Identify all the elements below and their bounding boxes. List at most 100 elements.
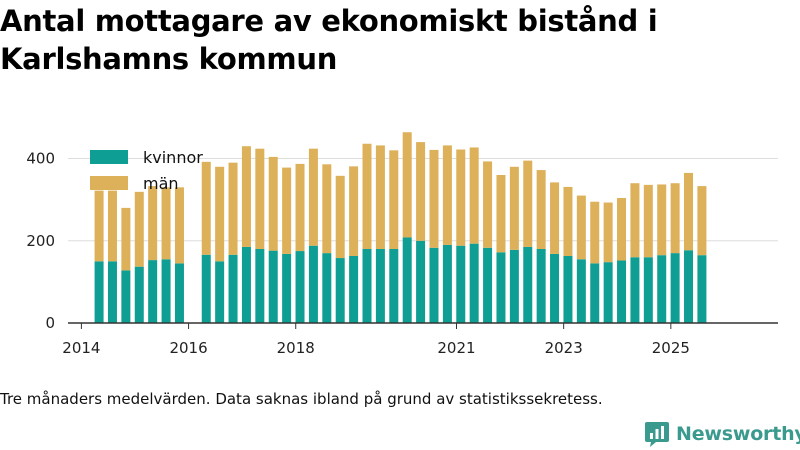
bar-kvinnor	[241, 246, 251, 323]
bar-kvinnor	[416, 240, 426, 323]
bar-kvinnor	[268, 250, 278, 323]
bar-kvinnor	[161, 259, 171, 323]
bar-kvinnor	[550, 253, 560, 323]
bar-kvinnor	[362, 249, 372, 323]
brand-logo[interactable]: Newsworthy	[644, 420, 800, 448]
bar-man	[697, 186, 707, 256]
x-tick-label: 2014	[62, 339, 100, 357]
bar-kvinnor	[335, 258, 345, 323]
bar-man	[121, 207, 131, 271]
bar-man	[416, 142, 426, 241]
bar-man	[509, 166, 519, 250]
bar-kvinnor	[215, 261, 225, 323]
bar-man	[536, 170, 546, 249]
bar-man	[241, 146, 251, 247]
bar-kvinnor	[630, 257, 640, 323]
bar-man	[215, 166, 225, 262]
bar-kvinnor	[483, 247, 493, 323]
x-tick-label: 2021	[437, 339, 475, 357]
bar-man	[362, 143, 372, 249]
bar-man	[603, 202, 613, 263]
bar-man	[402, 132, 412, 238]
bar-kvinnor	[617, 260, 627, 323]
bar-man	[228, 162, 238, 255]
bar-kvinnor	[201, 254, 211, 323]
bar-kvinnor	[442, 244, 452, 323]
bar-kvinnor	[603, 262, 613, 323]
bar-man	[643, 184, 653, 258]
bar-man	[590, 201, 600, 264]
bar-man	[563, 186, 573, 256]
x-tick-label: 2023	[545, 339, 583, 357]
bar-man	[282, 167, 292, 254]
legend-label-kvinnor: kvinnor	[143, 148, 203, 167]
bar-kvinnor	[228, 254, 238, 323]
bar-man	[201, 161, 211, 255]
y-axis-labels: 0 200 400	[26, 150, 55, 332]
bar-man	[295, 163, 305, 252]
bar-kvinnor	[375, 249, 385, 323]
bar-man	[161, 187, 171, 260]
bar-man	[429, 149, 439, 248]
y-tick-label: 400	[26, 150, 55, 168]
bar-kvinnor	[308, 245, 318, 323]
bar-man	[657, 184, 667, 256]
bar-kvinnor	[590, 263, 600, 323]
chart-title: Antal mottagare av ekonomiskt bistånd i …	[0, 4, 658, 76]
bar-man	[134, 191, 144, 267]
bar-kvinnor	[496, 252, 506, 323]
bar-kvinnor	[697, 255, 707, 323]
bar-kvinnor	[657, 255, 667, 323]
bar-man	[174, 187, 184, 264]
bar-man	[496, 175, 506, 253]
bar-kvinnor	[684, 250, 694, 323]
bar-kvinnor	[322, 253, 332, 323]
x-tick-label: 2016	[169, 339, 207, 357]
bar-man	[335, 175, 345, 259]
bar-kvinnor	[295, 251, 305, 323]
x-axis-labels: 2014 2016 2018 2021 2023 2025	[62, 339, 690, 357]
bar-kvinnor	[255, 249, 265, 323]
newsworthy-logo-icon	[645, 422, 669, 447]
bar-kvinnor	[563, 255, 573, 323]
chart-canvas: 0 200 400 2014 2016 2018 2021 2023 2025 kvinnor…	[26, 132, 778, 357]
bar-kvinnor	[402, 237, 412, 323]
bar-kvinnor	[670, 253, 680, 323]
bar-man	[308, 148, 318, 246]
legend-swatch-kvinnor	[90, 150, 128, 164]
bar-man	[523, 160, 533, 247]
bar-man	[148, 186, 158, 261]
bar-man	[617, 198, 627, 261]
bar-kvinnor	[389, 249, 399, 323]
bar-kvinnor	[643, 257, 653, 323]
bar-man	[456, 149, 466, 246]
x-tick-label: 2025	[652, 339, 690, 357]
bar-man	[576, 195, 586, 260]
legend-label-man: män	[143, 174, 179, 193]
bar-man	[389, 150, 399, 249]
bar-kvinnor	[469, 243, 479, 323]
bar-kvinnor	[576, 259, 586, 323]
bar-kvinnor	[456, 245, 466, 323]
bar-man	[670, 183, 680, 254]
bar-kvinnor	[94, 261, 104, 323]
x-axis	[68, 322, 778, 329]
bar-man	[322, 164, 332, 254]
bar-man	[483, 161, 493, 248]
bar-kvinnor	[523, 246, 533, 323]
bar-man	[684, 172, 694, 251]
bar-man	[375, 145, 385, 249]
y-tick-label: 0	[45, 314, 55, 332]
bar-man	[630, 183, 640, 258]
footnote: Tre månaders medelvärden. Data saknas ib…	[0, 390, 603, 408]
bar-kvinnor	[536, 249, 546, 323]
bar-man	[255, 148, 265, 249]
bar-kvinnor	[282, 253, 292, 323]
bars	[94, 132, 707, 323]
bar-man	[268, 156, 278, 251]
bar-man	[349, 166, 359, 256]
y-tick-label: 200	[26, 232, 55, 250]
x-tick-label: 2018	[277, 339, 315, 357]
bar-kvinnor	[349, 255, 359, 323]
bar-kvinnor	[121, 270, 131, 323]
